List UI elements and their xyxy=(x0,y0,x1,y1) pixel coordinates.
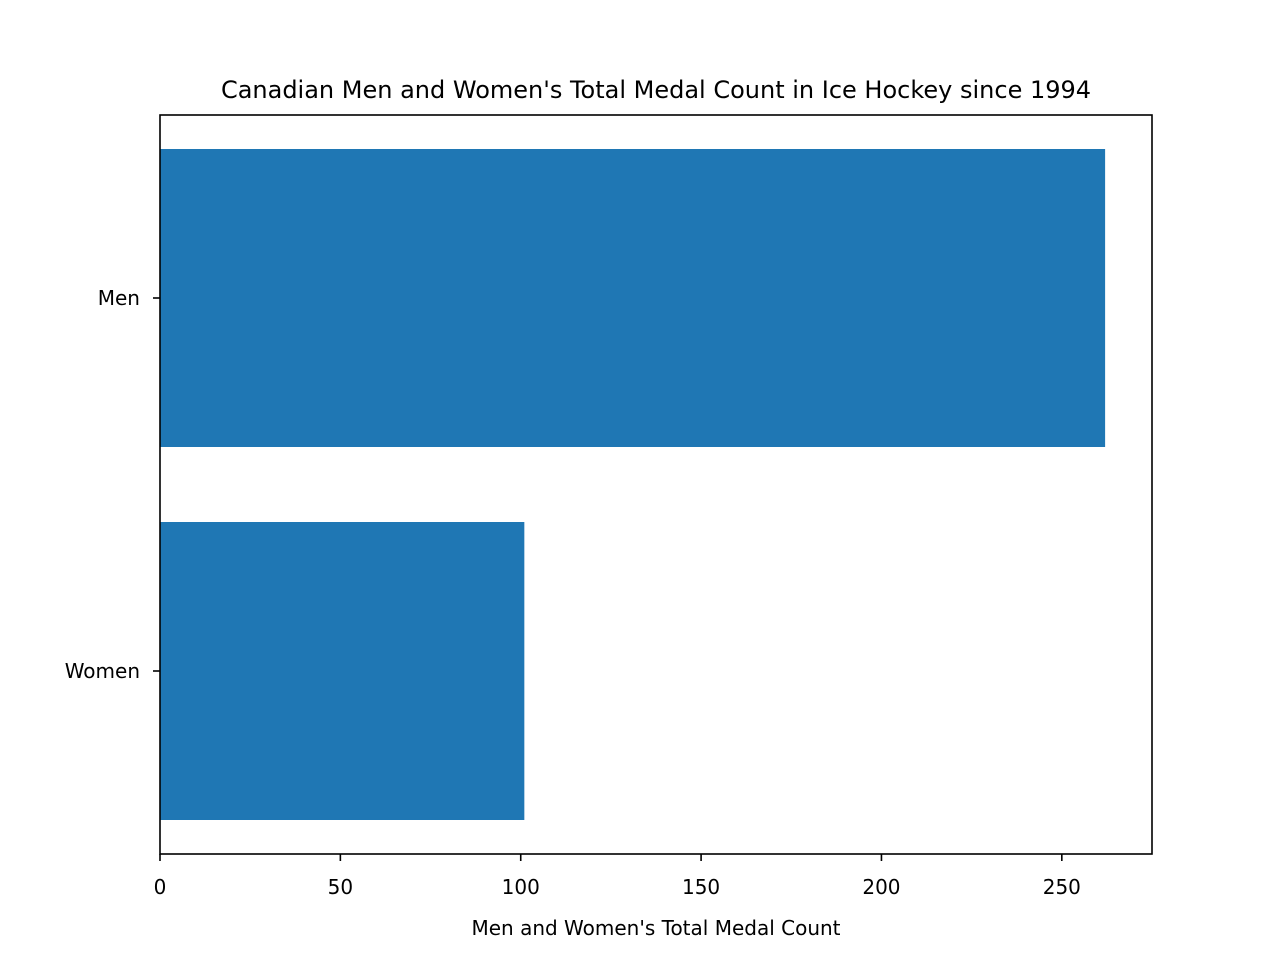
bars-layer xyxy=(160,149,1106,820)
y-tick-label: Men xyxy=(98,286,140,310)
bar-women xyxy=(160,522,525,820)
y-tick-label: Women xyxy=(65,659,140,683)
plot-frame xyxy=(159,114,1153,855)
x-tick-label: 0 xyxy=(154,875,167,899)
x-axis-label: Men and Women's Total Medal Count xyxy=(471,916,840,940)
chart-title: Canadian Men and Women's Total Medal Cou… xyxy=(221,76,1091,104)
x-tick-label: 150 xyxy=(682,875,720,899)
x-tick-label: 100 xyxy=(502,875,540,899)
x-tick-label: 250 xyxy=(1043,875,1081,899)
axes-layer: Men Women 0 50 100 150 200 250 xyxy=(65,286,1081,899)
bar-men xyxy=(160,149,1106,447)
x-tick-label: 200 xyxy=(862,875,900,899)
x-tick-label: 50 xyxy=(328,875,353,899)
